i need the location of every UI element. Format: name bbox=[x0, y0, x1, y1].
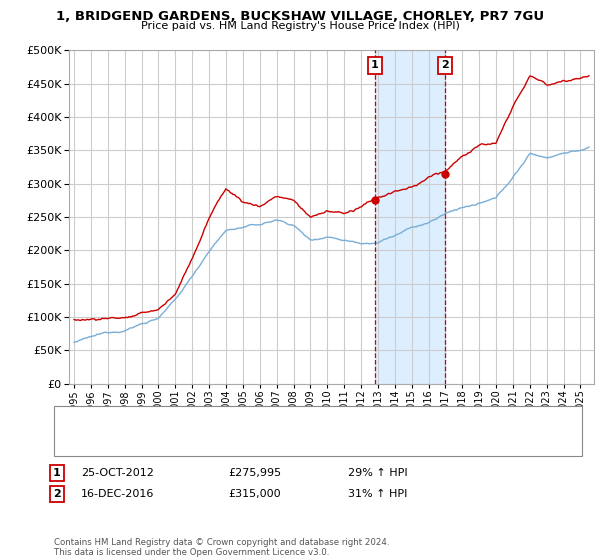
Text: Price paid vs. HM Land Registry's House Price Index (HPI): Price paid vs. HM Land Registry's House … bbox=[140, 21, 460, 31]
Text: 2: 2 bbox=[53, 489, 61, 499]
Text: 1, BRIDGEND GARDENS, BUCKSHAW VILLAGE, CHORLEY, PR7 7GU: 1, BRIDGEND GARDENS, BUCKSHAW VILLAGE, C… bbox=[56, 10, 544, 23]
Text: 29% ↑ HPI: 29% ↑ HPI bbox=[348, 468, 407, 478]
Text: £315,000: £315,000 bbox=[228, 489, 281, 499]
Text: Contains HM Land Registry data © Crown copyright and database right 2024.
This d: Contains HM Land Registry data © Crown c… bbox=[54, 538, 389, 557]
Text: 1, BRIDGEND GARDENS, BUCKSHAW VILLAGE, CHORLEY, PR7 7GU (detached house): 1, BRIDGEND GARDENS, BUCKSHAW VILLAGE, C… bbox=[99, 415, 521, 425]
Text: ——: —— bbox=[69, 413, 97, 427]
Text: 1: 1 bbox=[53, 468, 61, 478]
Text: £275,995: £275,995 bbox=[228, 468, 281, 478]
Text: 2: 2 bbox=[441, 60, 449, 71]
Bar bbox=[375, 50, 445, 384]
Text: 1: 1 bbox=[371, 60, 379, 71]
Text: 31% ↑ HPI: 31% ↑ HPI bbox=[348, 489, 407, 499]
Text: ——: —— bbox=[69, 437, 97, 451]
Text: 25-OCT-2012: 25-OCT-2012 bbox=[81, 468, 154, 478]
Text: 16-DEC-2016: 16-DEC-2016 bbox=[81, 489, 154, 499]
Text: HPI: Average price, detached house, Chorley: HPI: Average price, detached house, Chor… bbox=[99, 439, 322, 449]
